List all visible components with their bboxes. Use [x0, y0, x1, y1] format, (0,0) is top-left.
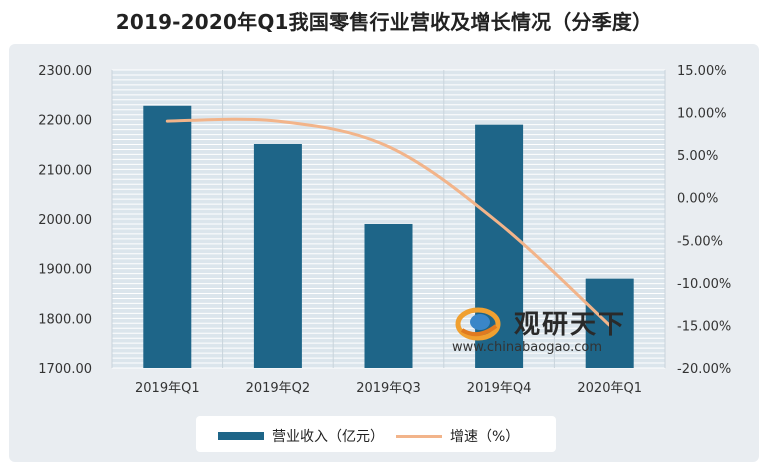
legend: 营业收入（亿元） 增速（%）: [196, 416, 556, 452]
y-right-tick-label: 0.00%: [677, 192, 718, 207]
y-right-tick-label: -15.00%: [677, 319, 731, 334]
legend-line-swatch: [396, 434, 442, 438]
watermark-url: www.chinabaogao.com: [452, 340, 603, 355]
watermark: 观研天下 www.chinabaogao.com: [450, 300, 660, 360]
y-left-tick-label: 1900.00: [38, 263, 92, 278]
legend-label-growth: 增速（%）: [450, 429, 520, 445]
x-tick-label: 2019年Q3: [356, 381, 421, 396]
y-right-tick-label: 5.00%: [677, 149, 718, 164]
watermark-name: 观研天下: [514, 310, 627, 340]
y-right-tick-label: -5.00%: [677, 234, 723, 249]
y-right-tick-label: -20.00%: [677, 362, 731, 377]
x-tick-label: 2019年Q2: [246, 381, 311, 396]
y-left-tick-label: 1800.00: [38, 312, 92, 327]
y-right-tick-label: -10.00%: [677, 277, 731, 292]
y-left-tick-label: 1700.00: [38, 362, 92, 377]
y-right-tick-label: 10.00%: [677, 107, 727, 122]
legend-label-revenue: 营业收入（亿元）: [272, 429, 384, 445]
watermark-logo-icon: [455, 307, 501, 341]
legend-item-revenue: 营业收入（亿元）: [218, 426, 384, 446]
y-left-tick-label: 2100.00: [38, 163, 92, 178]
bar: [253, 144, 302, 368]
x-tick-label: 2020年Q1: [577, 381, 642, 396]
bar: [143, 105, 192, 368]
bar: [364, 223, 413, 368]
growth-line: [165, 117, 612, 327]
legend-item-growth: 增速（%）: [396, 426, 519, 446]
bar: [585, 278, 634, 368]
chart-title: 2019-2020年Q1我国零售行业营收及增长情况（分季度）: [115, 10, 653, 34]
x-tick-label: 2019年Q1: [135, 381, 200, 396]
x-tick-label: 2019年Q4: [467, 381, 532, 396]
y-left-tick-label: 2300.00: [38, 64, 92, 79]
legend-bar-swatch: [218, 432, 264, 440]
y-left-tick-label: 2000.00: [38, 213, 92, 228]
y-right-tick-label: 15.00%: [677, 64, 727, 79]
y-left-tick-label: 2200.00: [38, 114, 92, 129]
